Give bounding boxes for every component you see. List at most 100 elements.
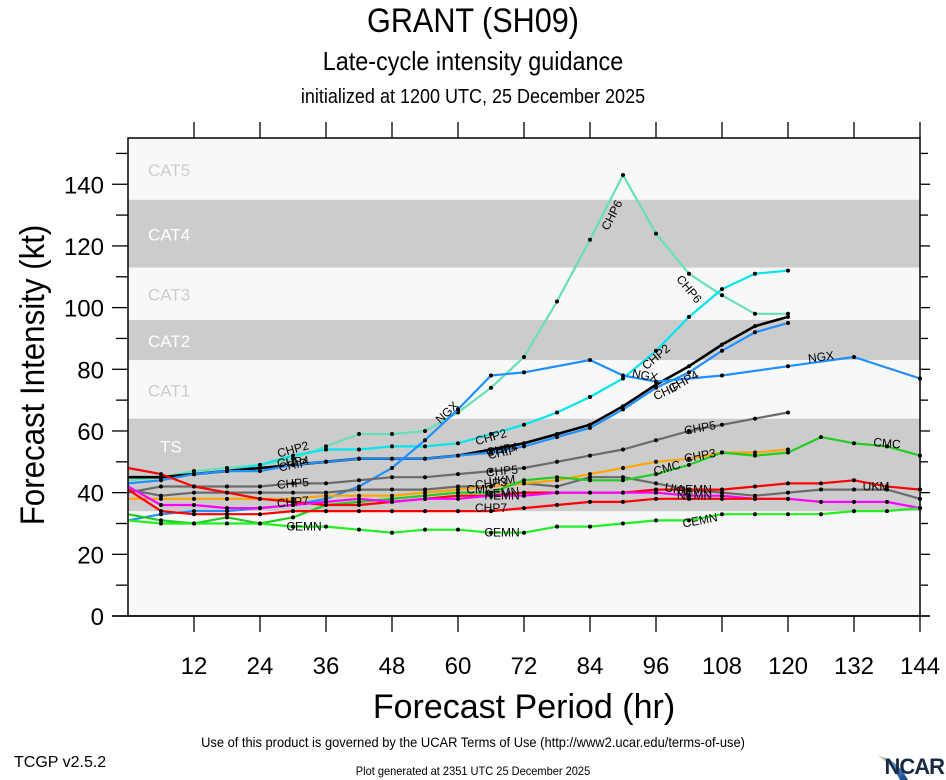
data-point bbox=[720, 287, 724, 292]
data-point bbox=[621, 373, 625, 378]
data-point bbox=[159, 475, 163, 480]
data-point bbox=[555, 524, 559, 529]
data-point bbox=[159, 518, 163, 523]
data-point bbox=[159, 496, 163, 501]
data-point bbox=[456, 527, 460, 532]
x-tick-label: 12 bbox=[181, 653, 208, 680]
x-tick-label: 96 bbox=[643, 653, 670, 680]
data-point bbox=[456, 484, 460, 489]
data-point bbox=[225, 484, 229, 489]
x-tick-label: 144 bbox=[900, 653, 940, 680]
data-point bbox=[357, 484, 361, 489]
data-point bbox=[159, 472, 163, 477]
data-point bbox=[489, 530, 493, 535]
y-tick-label: 60 bbox=[77, 419, 104, 446]
data-point bbox=[786, 450, 790, 455]
data-point bbox=[423, 509, 427, 514]
data-point bbox=[621, 478, 625, 483]
data-point bbox=[654, 472, 658, 477]
data-point bbox=[456, 472, 460, 477]
data-point bbox=[258, 462, 262, 467]
data-point bbox=[522, 506, 526, 511]
data-point bbox=[159, 493, 163, 498]
data-point bbox=[720, 487, 724, 492]
band-label-cat4: CAT4 bbox=[148, 226, 190, 245]
data-point bbox=[654, 385, 658, 390]
data-point bbox=[357, 493, 361, 498]
data-point bbox=[522, 354, 526, 359]
data-point bbox=[423, 456, 427, 461]
generated-time: Plot generated at 2351 UTC 25 December 2… bbox=[355, 764, 591, 778]
data-point bbox=[819, 499, 823, 504]
data-point bbox=[720, 490, 724, 495]
data-point bbox=[522, 493, 526, 498]
data-point bbox=[357, 496, 361, 501]
data-point bbox=[225, 512, 229, 517]
data-point bbox=[555, 299, 559, 304]
init-time: initialized at 1200 UTC, 25 December 202… bbox=[300, 86, 646, 108]
data-point bbox=[489, 490, 493, 495]
band-label-cat5: CAT5 bbox=[148, 161, 190, 180]
x-tick-label: 24 bbox=[247, 653, 274, 680]
series-label-chp4: CHP4 bbox=[485, 440, 519, 460]
data-point bbox=[522, 441, 526, 446]
data-point bbox=[423, 527, 427, 532]
series-label-cemn: CEMN bbox=[286, 520, 321, 534]
data-point bbox=[753, 493, 757, 498]
data-point bbox=[720, 496, 724, 501]
data-point bbox=[654, 438, 658, 443]
data-point bbox=[291, 502, 295, 507]
ncar-logo: NCAR bbox=[878, 752, 946, 780]
data-point bbox=[753, 416, 757, 421]
data-point bbox=[819, 487, 823, 492]
data-point bbox=[687, 314, 691, 319]
data-point bbox=[852, 499, 856, 504]
data-point bbox=[291, 453, 295, 458]
data-point bbox=[753, 324, 757, 329]
data-point bbox=[225, 496, 229, 501]
data-point bbox=[753, 512, 757, 517]
data-point bbox=[885, 499, 889, 504]
series-label-nemn: NEMN bbox=[677, 489, 712, 503]
data-point bbox=[720, 422, 724, 427]
data-point bbox=[687, 428, 691, 433]
data-point bbox=[456, 407, 460, 412]
data-point bbox=[687, 462, 691, 467]
data-point bbox=[654, 481, 658, 486]
y-tick-label: 100 bbox=[64, 296, 104, 323]
data-point bbox=[621, 447, 625, 452]
data-point bbox=[654, 382, 658, 387]
data-point bbox=[390, 432, 394, 437]
data-point bbox=[852, 487, 856, 492]
data-point bbox=[588, 358, 592, 363]
data-point bbox=[291, 456, 295, 461]
data-point bbox=[621, 376, 625, 381]
version-label: TCGP v2.5.2 bbox=[14, 754, 107, 771]
chart-title: GRANT (SH09) bbox=[367, 2, 579, 40]
data-point bbox=[390, 499, 394, 504]
series-label-ukm: UKM bbox=[664, 480, 693, 499]
data-point bbox=[555, 490, 559, 495]
ncar-swoosh-icon bbox=[878, 756, 908, 780]
data-point bbox=[522, 444, 526, 449]
data-point bbox=[720, 348, 724, 353]
data-point bbox=[390, 530, 394, 535]
data-point bbox=[687, 496, 691, 501]
data-point bbox=[753, 453, 757, 458]
data-point bbox=[489, 373, 493, 378]
data-point bbox=[555, 478, 559, 483]
data-point bbox=[654, 348, 658, 353]
band-label-cat1: CAT1 bbox=[148, 381, 190, 400]
data-point bbox=[192, 490, 196, 495]
data-point bbox=[258, 465, 262, 470]
data-point bbox=[885, 509, 889, 514]
data-point bbox=[819, 435, 823, 440]
data-point bbox=[555, 432, 559, 437]
data-point bbox=[192, 472, 196, 477]
category-bands: TS CAT1 CAT2 CAT3 CAT4 CAT5 bbox=[128, 138, 920, 616]
band-label-ts: TS bbox=[160, 437, 182, 456]
x-tick-label: 120 bbox=[768, 653, 808, 680]
data-point bbox=[291, 481, 295, 486]
data-point bbox=[720, 342, 724, 347]
data-point bbox=[159, 509, 163, 514]
